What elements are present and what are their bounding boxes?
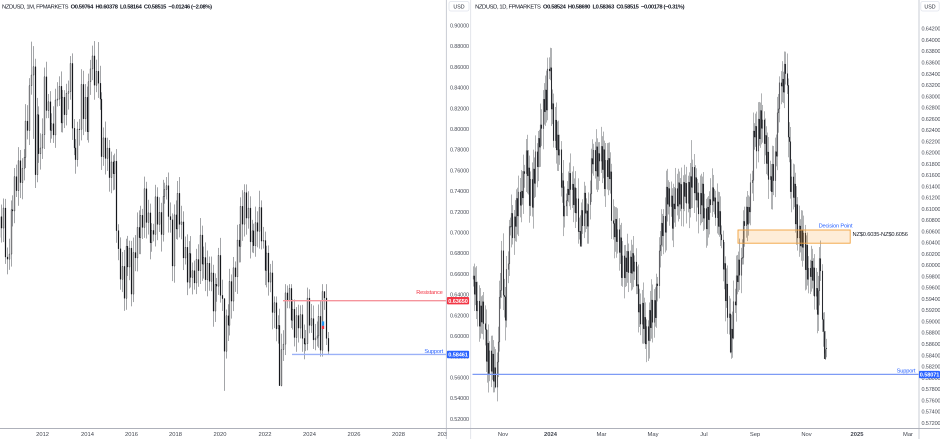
svg-text:Resistance: Resistance bbox=[416, 290, 442, 296]
svg-text:2020: 2020 bbox=[214, 432, 227, 438]
svg-text:0.63800: 0.63800 bbox=[922, 49, 940, 55]
svg-text:USD: USD bbox=[924, 4, 935, 10]
svg-text:0.63000: 0.63000 bbox=[922, 94, 940, 100]
svg-text:0.78000: 0.78000 bbox=[450, 148, 469, 154]
svg-text:0.64200: 0.64200 bbox=[922, 27, 940, 33]
svg-text:0.54000: 0.54000 bbox=[450, 396, 469, 402]
svg-text:0.74000: 0.74000 bbox=[450, 189, 469, 195]
svg-text:0.63200: 0.63200 bbox=[922, 83, 940, 89]
svg-text:0.62600: 0.62600 bbox=[922, 117, 940, 123]
svg-text:0.72000: 0.72000 bbox=[450, 210, 469, 216]
svg-text:0.62200: 0.62200 bbox=[922, 139, 940, 145]
svg-text:0.58200: 0.58200 bbox=[922, 365, 940, 371]
svg-text:2024: 2024 bbox=[544, 432, 558, 438]
svg-text:0.61200: 0.61200 bbox=[922, 196, 940, 202]
svg-text:2022: 2022 bbox=[259, 432, 272, 438]
svg-text:0.60200: 0.60200 bbox=[922, 252, 940, 258]
svg-text:0.70000: 0.70000 bbox=[450, 231, 469, 237]
svg-text:0.68000: 0.68000 bbox=[450, 251, 469, 257]
svg-text:0.61800: 0.61800 bbox=[922, 162, 940, 168]
svg-text:Sep: Sep bbox=[750, 432, 760, 438]
svg-text:May: May bbox=[648, 432, 659, 438]
svg-text:2026: 2026 bbox=[348, 432, 361, 438]
svg-text:0.62800: 0.62800 bbox=[922, 106, 940, 112]
svg-text:2024: 2024 bbox=[303, 432, 317, 438]
svg-text:0.80000: 0.80000 bbox=[450, 127, 469, 133]
svg-text:0.61600: 0.61600 bbox=[922, 173, 940, 179]
svg-text:Mar: Mar bbox=[903, 432, 913, 438]
svg-text:0.57400: 0.57400 bbox=[922, 410, 940, 416]
svg-text:0.60800: 0.60800 bbox=[922, 218, 940, 224]
svg-text:Mar: Mar bbox=[597, 432, 607, 438]
svg-text:0.58071: 0.58071 bbox=[920, 373, 940, 379]
svg-text:0.60000: 0.60000 bbox=[922, 263, 940, 269]
svg-text:0.62000: 0.62000 bbox=[450, 313, 469, 319]
svg-text:0.60600: 0.60600 bbox=[922, 229, 940, 235]
svg-text:0.57200: 0.57200 bbox=[922, 421, 940, 427]
svg-text:USD: USD bbox=[453, 4, 464, 10]
svg-text:0.58000: 0.58000 bbox=[922, 376, 940, 382]
svg-text:0.56000: 0.56000 bbox=[450, 375, 469, 381]
svg-text:Nov: Nov bbox=[801, 432, 811, 438]
svg-text:0.62400: 0.62400 bbox=[922, 128, 940, 134]
svg-text:0.64000: 0.64000 bbox=[922, 38, 940, 44]
svg-text:2018: 2018 bbox=[169, 432, 182, 438]
svg-text:0.66000: 0.66000 bbox=[450, 272, 469, 278]
svg-text:2016: 2016 bbox=[125, 432, 138, 438]
svg-text:0.64000: 0.64000 bbox=[450, 293, 469, 299]
svg-text:0.84000: 0.84000 bbox=[450, 86, 469, 92]
svg-text:NZDUSD, 1M, FPMARKETS O0.5976: NZDUSD, 1M, FPMARKETS O0.59764 H0.60378 … bbox=[2, 5, 212, 11]
svg-text:0.63600: 0.63600 bbox=[922, 61, 940, 67]
svg-text:Decision Point: Decision Point bbox=[819, 224, 853, 230]
svg-text:0.59000: 0.59000 bbox=[922, 320, 940, 326]
svg-text:0.58461: 0.58461 bbox=[448, 353, 468, 359]
svg-text:0.58800: 0.58800 bbox=[922, 331, 940, 337]
svg-text:0.76000: 0.76000 bbox=[450, 168, 469, 174]
svg-text:Jul: Jul bbox=[700, 432, 707, 438]
svg-text:0.58600: 0.58600 bbox=[922, 342, 940, 348]
svg-text:0.57600: 0.57600 bbox=[922, 398, 940, 404]
svg-text:0.90000: 0.90000 bbox=[450, 24, 469, 30]
svg-text:Support: Support bbox=[424, 349, 443, 355]
svg-text:0.63650: 0.63650 bbox=[448, 299, 468, 305]
svg-text:0.63400: 0.63400 bbox=[922, 72, 940, 78]
svg-text:0.61000: 0.61000 bbox=[922, 207, 940, 213]
svg-text:0.62000: 0.62000 bbox=[922, 151, 940, 157]
svg-text:0.60400: 0.60400 bbox=[922, 241, 940, 247]
svg-text:0.82000: 0.82000 bbox=[450, 106, 469, 112]
svg-text:0.59200: 0.59200 bbox=[922, 308, 940, 314]
svg-text:2012: 2012 bbox=[36, 432, 49, 438]
svg-text:0.59800: 0.59800 bbox=[922, 274, 940, 280]
svg-text:0.59400: 0.59400 bbox=[922, 297, 940, 303]
svg-text:Support: Support bbox=[897, 368, 916, 374]
svg-text:0.59600: 0.59600 bbox=[922, 286, 940, 292]
svg-text:0.57800: 0.57800 bbox=[922, 387, 940, 393]
svg-text:NZ$0.6035-NZ$0.6056: NZ$0.6035-NZ$0.6056 bbox=[853, 232, 908, 238]
svg-text:2025: 2025 bbox=[851, 432, 865, 438]
svg-text:0.58400: 0.58400 bbox=[922, 353, 940, 359]
svg-text:Nov: Nov bbox=[498, 432, 508, 438]
svg-text:NZDUSD, 1D, FPMARKETS O0.5852: NZDUSD, 1D, FPMARKETS O0.58524 H0.58690 … bbox=[475, 5, 684, 11]
svg-text:2014: 2014 bbox=[81, 432, 95, 438]
svg-text:0.52000: 0.52000 bbox=[450, 417, 469, 423]
svg-text:0.61400: 0.61400 bbox=[922, 184, 940, 190]
svg-text:2030: 2030 bbox=[437, 432, 450, 438]
svg-text:2028: 2028 bbox=[392, 432, 405, 438]
svg-text:0.86000: 0.86000 bbox=[450, 65, 469, 71]
svg-text:0.88000: 0.88000 bbox=[450, 44, 469, 50]
svg-text:0.60000: 0.60000 bbox=[450, 334, 469, 340]
